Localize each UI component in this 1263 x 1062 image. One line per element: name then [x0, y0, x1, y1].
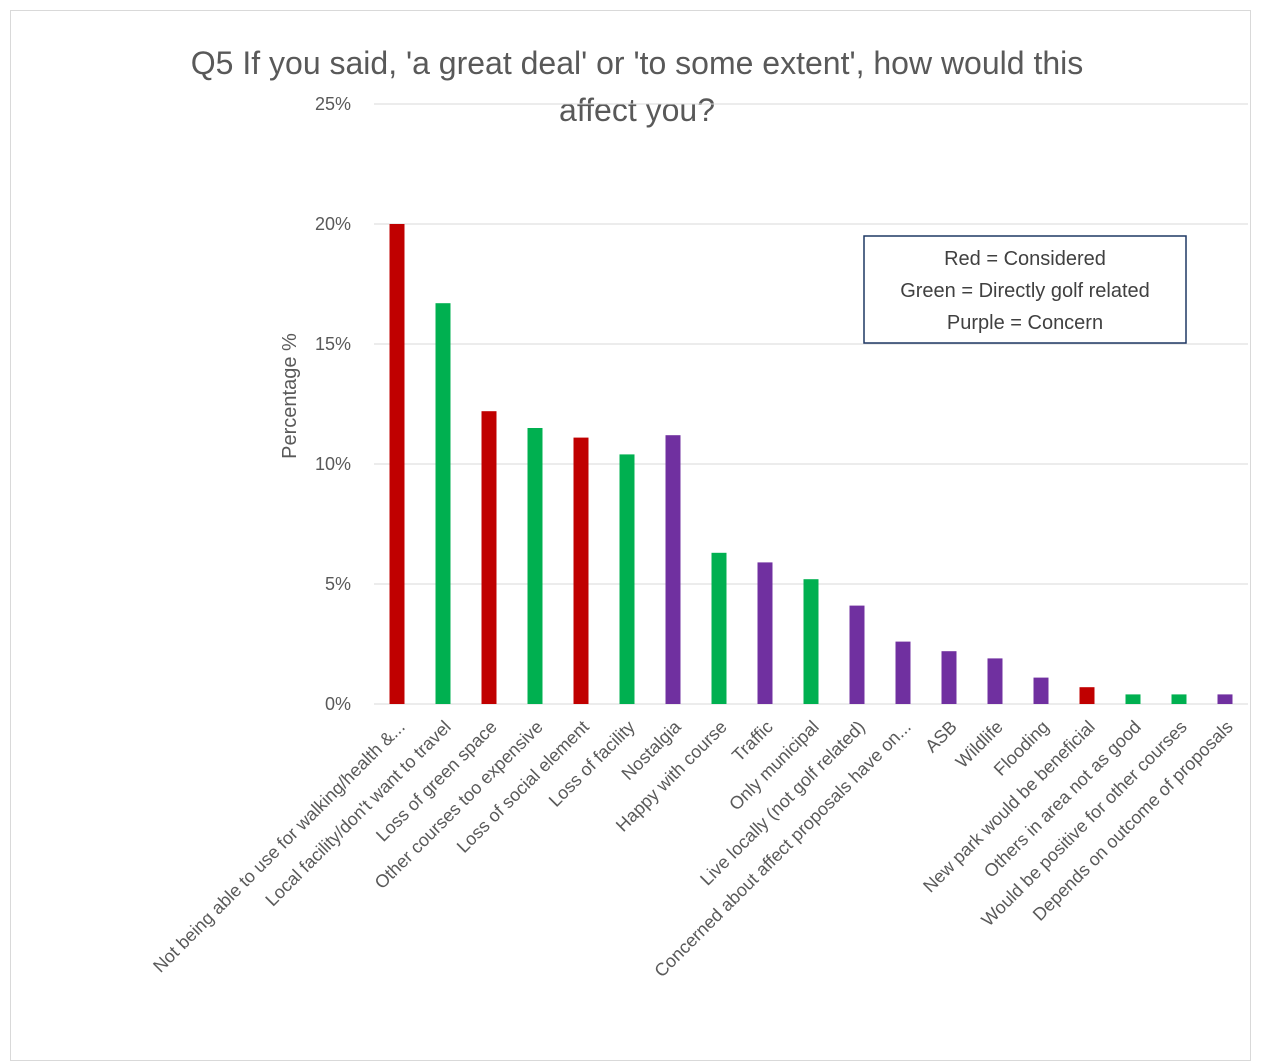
chart-title-line-1: Q5 If you said, 'a great deal' or 'to so… — [191, 45, 1083, 81]
bar — [481, 411, 497, 704]
gridlines — [374, 103, 1248, 705]
bar — [435, 303, 451, 704]
bar — [573, 437, 589, 704]
bar — [665, 435, 681, 704]
legend: Red = Considered Green = Directly golf r… — [863, 235, 1187, 344]
bar — [619, 454, 635, 704]
legend-entry-purple: Purple = Concern — [947, 312, 1103, 334]
chart-title-line-2: affect you? — [559, 92, 715, 128]
legend-box — [863, 235, 1187, 344]
bar — [1033, 677, 1049, 704]
bars — [389, 224, 1233, 704]
x-category-label: ASB — [921, 717, 961, 757]
bar — [987, 658, 1003, 704]
chart-frame: Q5 If you said, 'a great deal' or 'to so… — [10, 10, 1251, 1061]
bar — [849, 605, 865, 704]
bar — [1217, 694, 1233, 704]
y-axis-ticks: 0% 5% 10% 15% 20% 25% — [315, 94, 351, 714]
x-category-label: Not being able to use for walking/health… — [149, 717, 409, 977]
legend-entry-green: Green = Directly golf related — [900, 280, 1150, 302]
y-tick-label: 5% — [325, 574, 351, 594]
bar — [941, 651, 957, 704]
y-tick-label: 0% — [325, 694, 351, 714]
bar-chart: Q5 If you said, 'a great deal' or 'to so… — [149, 45, 1248, 981]
bar — [803, 579, 819, 704]
bar — [527, 428, 543, 704]
y-tick-label: 10% — [315, 454, 351, 474]
bar — [1171, 694, 1187, 704]
bar — [757, 562, 773, 704]
bar — [895, 641, 911, 704]
y-axis-title: Percentage % — [279, 333, 301, 459]
y-tick-label: 20% — [315, 214, 351, 234]
x-category-label: Local facility/don't want to travel — [261, 717, 454, 910]
bar — [1079, 687, 1095, 704]
x-axis-labels: Not being able to use for walking/health… — [149, 716, 1237, 981]
bar — [389, 224, 405, 704]
legend-entry-red: Red = Considered — [944, 248, 1106, 270]
y-tick-label: 25% — [315, 94, 351, 114]
y-tick-label: 15% — [315, 334, 351, 354]
bar — [1125, 694, 1141, 704]
bar — [711, 552, 727, 704]
x-category-label: Other courses too expensive — [371, 717, 547, 893]
